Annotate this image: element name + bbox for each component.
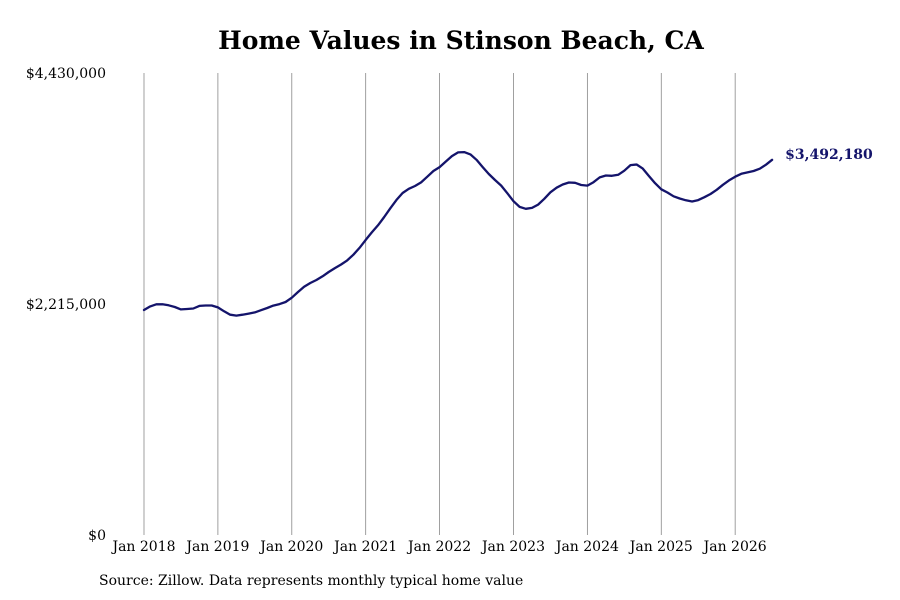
x-tick-label: Jan 2026 <box>702 539 767 555</box>
y-axis-ticks: $0 $2,215,000 $4,430,000 <box>26 66 106 544</box>
y-tick-label: $4,430,000 <box>26 66 106 82</box>
x-tick-label: Jan 2025 <box>628 539 693 555</box>
chart-title: Home Values in Stinson Beach, CA <box>218 26 704 55</box>
y-tick-label: $2,215,000 <box>26 297 106 313</box>
gridlines <box>143 73 736 535</box>
x-tick-label: Jan 2024 <box>554 539 619 555</box>
home-value-line <box>142 150 774 317</box>
y-tick-label: $0 <box>88 528 106 544</box>
series-layer <box>142 150 774 317</box>
x-axis-ticks: Jan 2018 Jan 2019 Jan 2020 Jan 2021 Jan 2022… <box>110 539 766 555</box>
source-note: Source: Zillow. Data represents monthly … <box>99 573 524 589</box>
x-tick-label: Jan 2018 <box>110 539 175 555</box>
x-tick-label: Jan 2022 <box>406 539 471 555</box>
x-tick-label: Jan 2020 <box>258 539 323 555</box>
x-tick-label: Jan 2019 <box>184 539 249 555</box>
x-tick-label: Jan 2021 <box>332 539 397 555</box>
end-value-label: $3,492,180 <box>785 147 873 163</box>
x-tick-label: Jan 2023 <box>480 539 545 555</box>
